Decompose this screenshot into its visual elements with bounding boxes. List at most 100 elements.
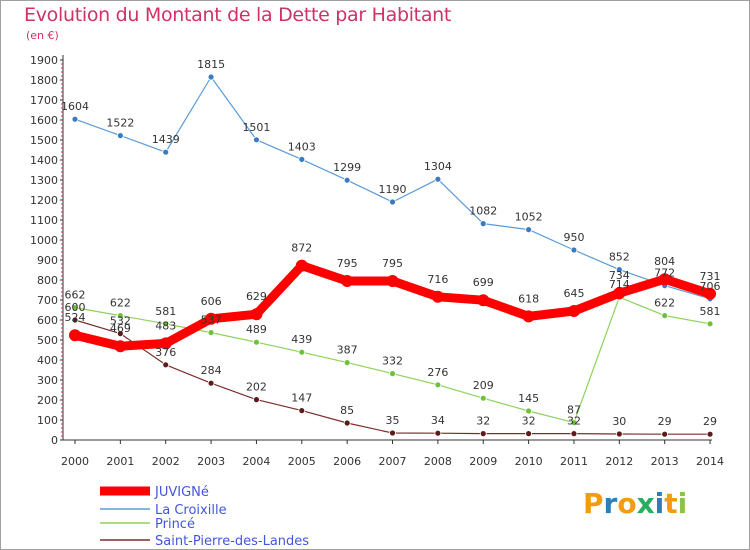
data-label: 734 xyxy=(609,269,630,282)
data-point xyxy=(389,370,396,378)
x-tick-label: 2007 xyxy=(379,455,407,468)
data-point xyxy=(434,429,442,437)
data-point xyxy=(615,430,623,438)
data-point xyxy=(522,310,535,323)
data-label: 1190 xyxy=(379,183,407,196)
logo-letter: x xyxy=(636,487,655,520)
data-label: 581 xyxy=(155,305,176,318)
x-tick-label: 2010 xyxy=(515,455,543,468)
data-point xyxy=(479,394,487,402)
data-point xyxy=(525,430,532,438)
data-label: 772 xyxy=(654,267,675,280)
data-label: 387 xyxy=(337,344,358,357)
data-label: 32 xyxy=(476,415,490,428)
data-point xyxy=(704,287,717,300)
data-point xyxy=(298,407,306,415)
logo-letter: o xyxy=(617,487,637,520)
data-label: 284 xyxy=(201,364,222,377)
data-label: 795 xyxy=(337,257,358,270)
data-point xyxy=(114,340,127,353)
data-label: 622 xyxy=(654,297,675,310)
x-tick-label: 2014 xyxy=(696,455,724,468)
y-tick-label: 1400 xyxy=(30,154,58,167)
data-label: 85 xyxy=(340,404,354,417)
data-point xyxy=(343,419,351,427)
y-tick-label: 0 xyxy=(51,434,58,447)
data-point xyxy=(250,308,263,321)
data-label: 581 xyxy=(700,305,721,318)
data-label: 804 xyxy=(654,255,675,268)
data-label: 35 xyxy=(386,414,400,427)
y-tick-label: 1300 xyxy=(30,174,58,187)
data-label: 1082 xyxy=(469,205,497,218)
x-tick-label: 2013 xyxy=(651,455,679,468)
data-label: 950 xyxy=(563,231,584,244)
y-tick-label: 100 xyxy=(37,414,58,427)
chart-title: Evolution du Montant de la Dette par Hab… xyxy=(24,4,452,26)
data-label: 332 xyxy=(382,355,403,368)
data-point xyxy=(343,359,351,367)
y-tick-label: 700 xyxy=(37,294,58,307)
chart-subtitle: (en €) xyxy=(26,29,59,42)
data-label: 524 xyxy=(65,311,86,324)
data-point xyxy=(253,396,260,404)
data-point xyxy=(477,294,490,307)
data-point xyxy=(706,430,714,438)
data-point xyxy=(658,273,671,286)
data-point xyxy=(341,275,354,287)
data-label: 32 xyxy=(522,415,536,428)
data-point xyxy=(205,312,218,325)
data-point xyxy=(253,136,260,144)
data-label: 872 xyxy=(291,242,312,255)
data-label: 1052 xyxy=(515,211,543,224)
data-point xyxy=(570,246,578,254)
x-tick-label: 2008 xyxy=(424,455,452,468)
data-label: 1299 xyxy=(333,161,361,174)
data-label: 714 xyxy=(609,278,630,291)
data-point xyxy=(615,266,623,274)
data-label: 1815 xyxy=(197,58,225,71)
legend-label: La Croixille xyxy=(155,503,227,518)
data-point xyxy=(207,329,215,337)
data-label: 1522 xyxy=(106,117,134,130)
proxiti-logo: Proxiti xyxy=(583,487,687,520)
data-label: 699 xyxy=(473,276,494,289)
data-point xyxy=(71,115,79,123)
x-tick-label: 2001 xyxy=(106,455,134,468)
x-tick-label: 2006 xyxy=(333,455,361,468)
data-point xyxy=(479,220,487,228)
data-point xyxy=(431,290,444,303)
data-label: 145 xyxy=(518,392,539,405)
data-point xyxy=(298,348,306,356)
x-tick-label: 2004 xyxy=(242,455,270,468)
data-point xyxy=(159,337,172,350)
data-point xyxy=(706,320,714,328)
data-label: 276 xyxy=(427,366,448,379)
data-point xyxy=(116,132,124,140)
data-label: 202 xyxy=(246,381,267,394)
x-tick-label: 2000 xyxy=(61,455,89,468)
data-label: 1403 xyxy=(288,140,316,153)
data-label: 852 xyxy=(609,251,630,264)
data-point xyxy=(613,287,626,300)
x-tick-label: 2002 xyxy=(152,455,180,468)
y-tick-label: 1900 xyxy=(30,54,58,67)
data-label: 716 xyxy=(427,273,448,286)
y-tick-label: 1700 xyxy=(30,94,58,107)
data-point xyxy=(386,275,399,287)
y-tick-label: 800 xyxy=(37,274,58,287)
data-label: 209 xyxy=(473,379,494,392)
data-point xyxy=(661,312,669,320)
y-tick-label: 600 xyxy=(37,314,58,327)
data-point xyxy=(71,304,79,312)
y-tick-label: 1100 xyxy=(30,214,58,227)
legend-label: Saint-Pierre-des-Landes xyxy=(155,534,309,549)
data-point xyxy=(162,148,170,156)
data-point xyxy=(162,361,170,369)
data-label: 489 xyxy=(246,323,267,336)
data-label: 147 xyxy=(291,392,312,405)
data-point xyxy=(207,379,215,387)
data-label: 731 xyxy=(700,270,721,283)
data-point xyxy=(295,259,308,272)
data-label: 30 xyxy=(612,415,626,428)
